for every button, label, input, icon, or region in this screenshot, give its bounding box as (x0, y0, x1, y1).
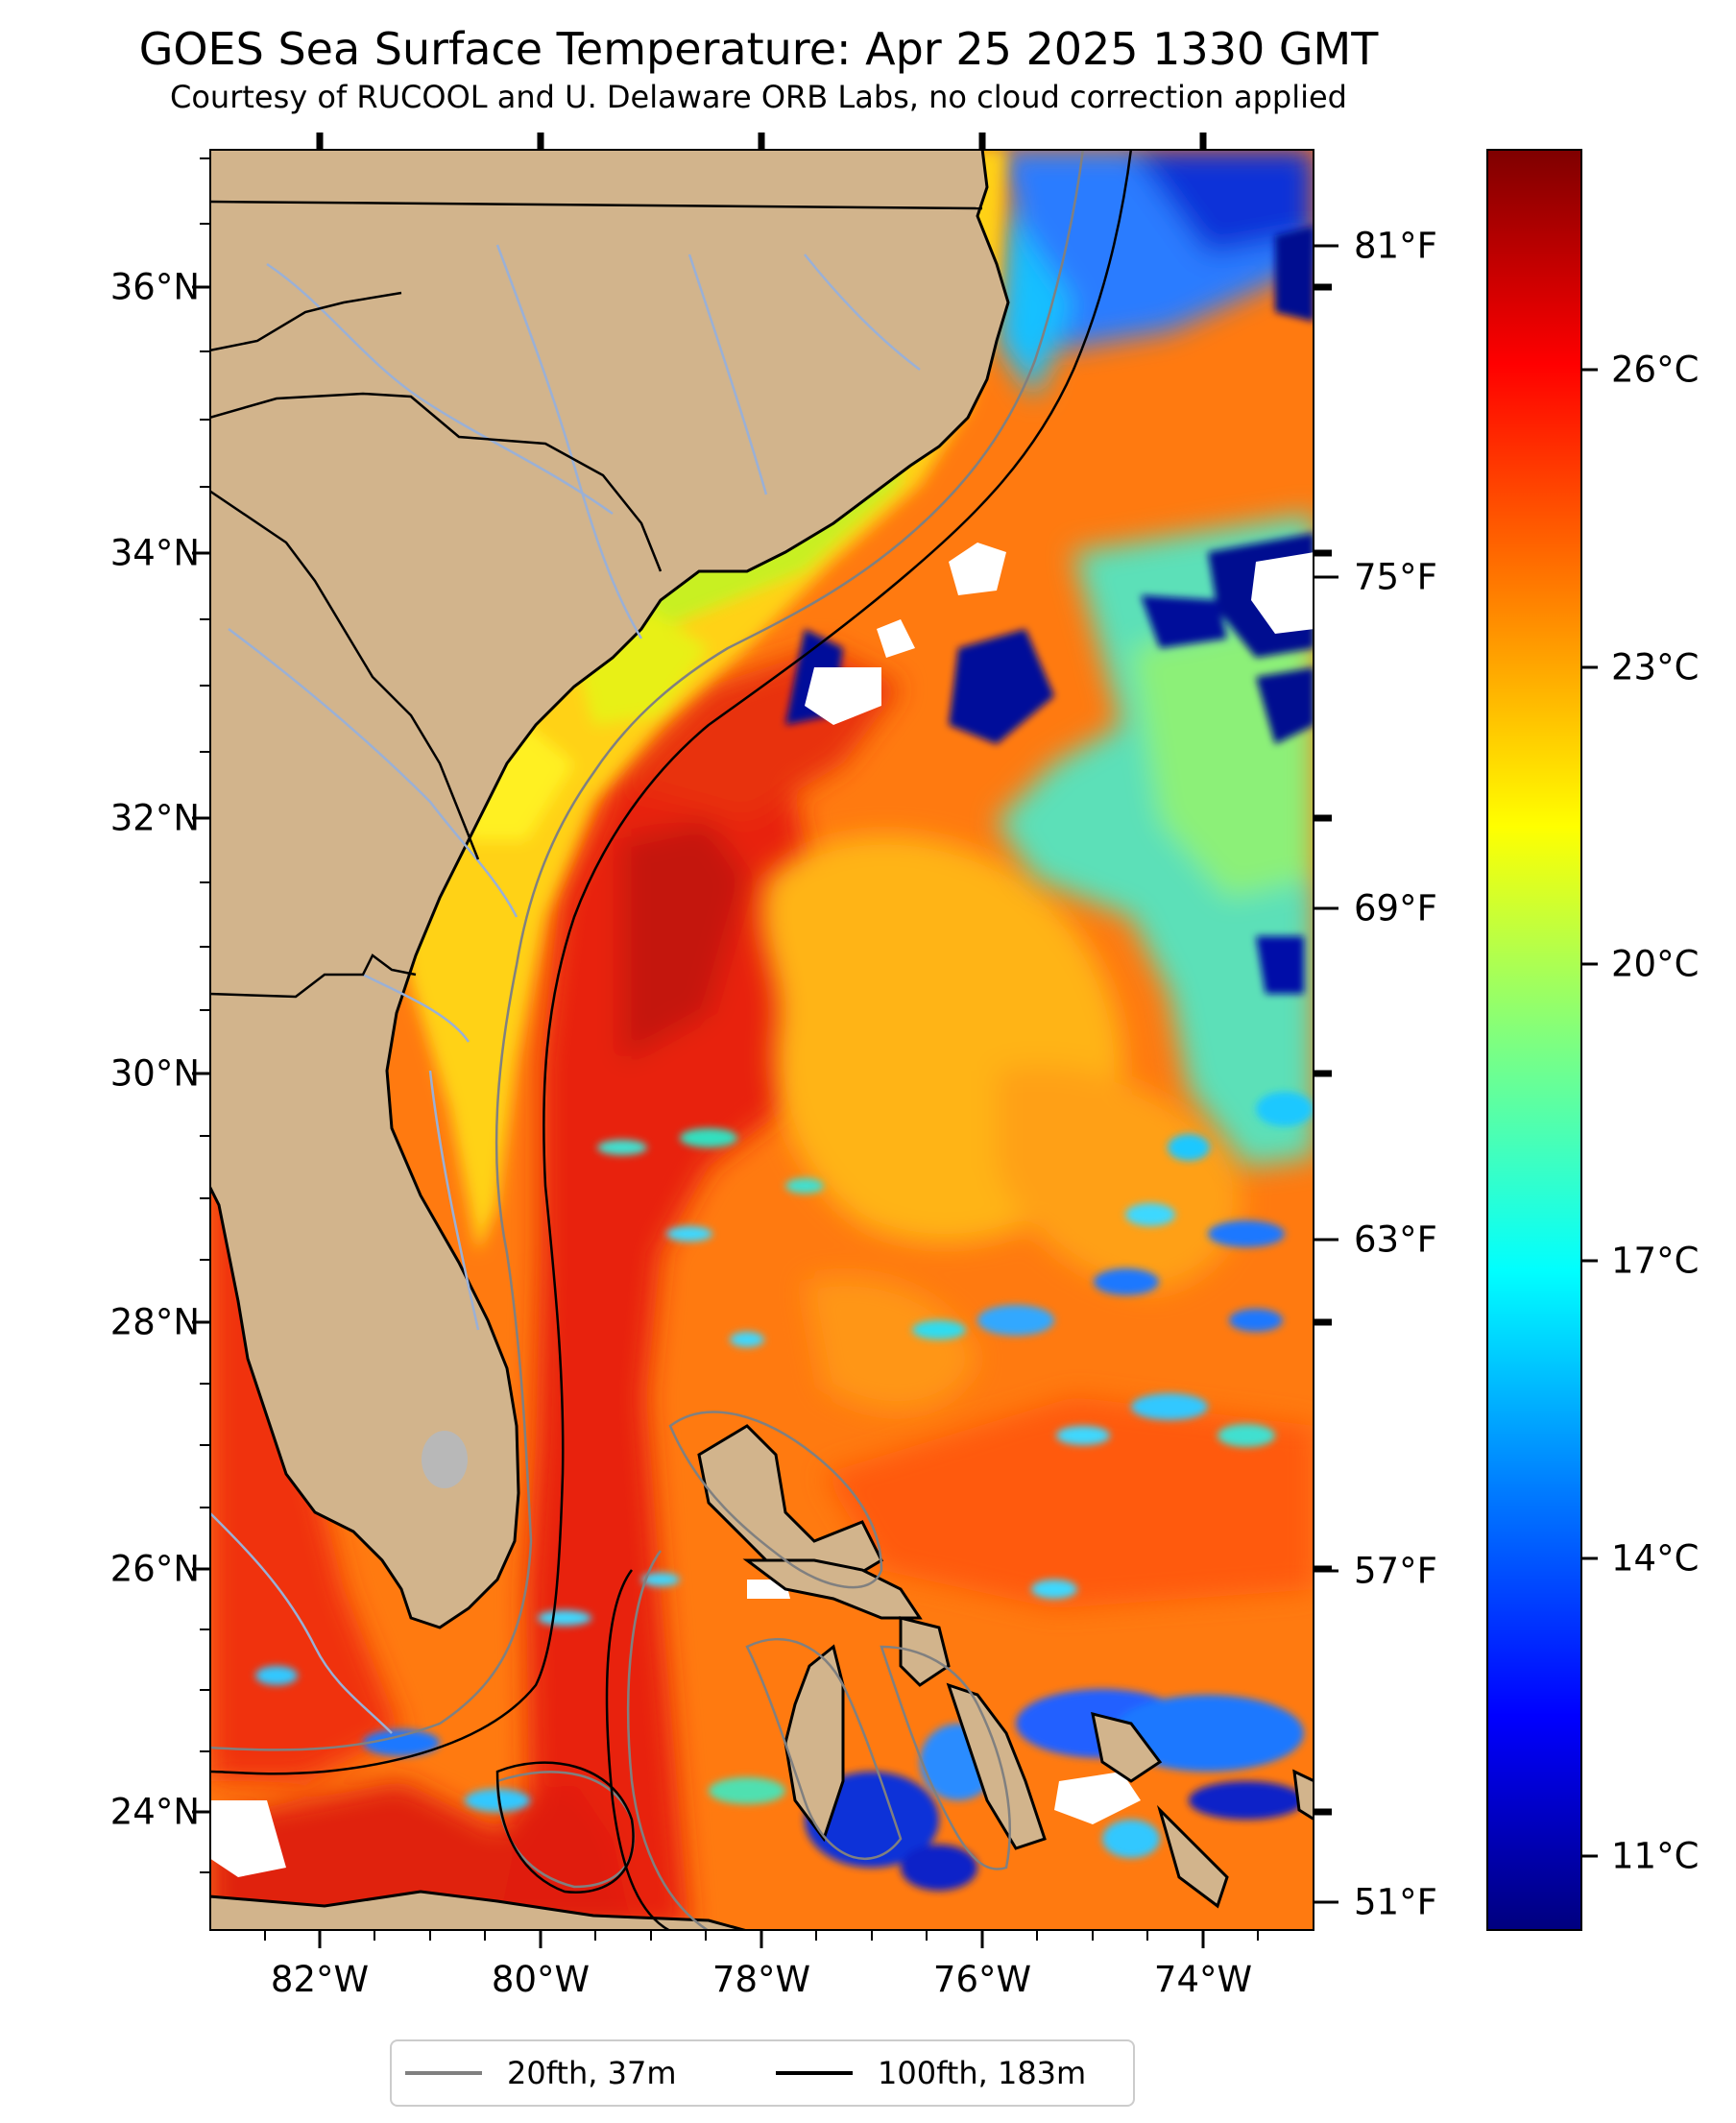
rivers (209, 244, 921, 1734)
warm-eddy (760, 835, 1242, 1411)
legend-item-100fth: 100fth, 183m (776, 2041, 1086, 2105)
lon-label-76: 76°W (932, 1959, 1032, 2000)
lon-label-78: 78°W (711, 1959, 811, 2000)
lat-label-30: 30°N (109, 1052, 200, 1095)
legend-swatch-100fth (776, 2071, 853, 2075)
isobath-100fth (209, 149, 1133, 1931)
fahrenheit-label-63: 63°F (1354, 1218, 1437, 1261)
lat-label-28: 28°N (109, 1301, 200, 1343)
map-subtitle: Courtesy of RUCOOL and U. Delaware ORB L… (170, 79, 1347, 115)
cloud-patches (209, 543, 1314, 1877)
sst-map (209, 149, 1314, 1931)
isobath-legend: 20fth, 37m 100fth, 183m (390, 2039, 1135, 2107)
cuba-land (209, 1890, 748, 1931)
legend-item-20fth: 20fth, 37m (405, 2041, 676, 2105)
temperature-colorbar (1486, 149, 1582, 1931)
lat-label-24: 24°N (109, 1791, 200, 1833)
lon-label-80: 80°W (491, 1959, 591, 2000)
celsius-label-26: 26°C (1611, 349, 1700, 391)
celsius-label-17: 17°C (1611, 1240, 1700, 1282)
fahrenheit-label-69: 69°F (1354, 887, 1437, 929)
lake-okeechobee (422, 1431, 468, 1488)
fahrenheit-label-51: 51°F (1354, 1881, 1437, 1923)
celsius-label-20: 20°C (1611, 943, 1700, 985)
lat-label-36: 36°N (109, 266, 200, 308)
lat-label-26: 26°N (109, 1548, 200, 1590)
state-boundaries (209, 200, 983, 999)
legend-label-100fth: 100fth, 183m (878, 2055, 1087, 2091)
celsius-label-14: 14°C (1611, 1537, 1700, 1580)
fahrenheit-label-81: 81°F (1354, 225, 1437, 267)
lat-label-34: 34°N (109, 532, 200, 574)
legend-swatch-20fth (405, 2071, 482, 2075)
fahrenheit-label-75: 75°F (1354, 556, 1437, 598)
celsius-label-23: 23°C (1611, 646, 1700, 688)
us-land (209, 149, 1010, 1629)
isobath-20fth (209, 149, 1085, 1931)
map-title: GOES Sea Surface Temperature: Apr 25 202… (138, 23, 1379, 75)
celsius-label-11: 11°C (1611, 1835, 1700, 1877)
lon-label-82: 82°W (270, 1959, 370, 2000)
bahamas-islands (697, 1424, 1314, 1909)
fahrenheit-label-57: 57°F (1354, 1550, 1437, 1592)
lon-label-74: 74°W (1153, 1959, 1253, 2000)
cold-patches (785, 226, 1314, 994)
lat-label-32: 32°N (109, 797, 200, 839)
legend-label-20fth: 20fth, 37m (507, 2055, 677, 2091)
